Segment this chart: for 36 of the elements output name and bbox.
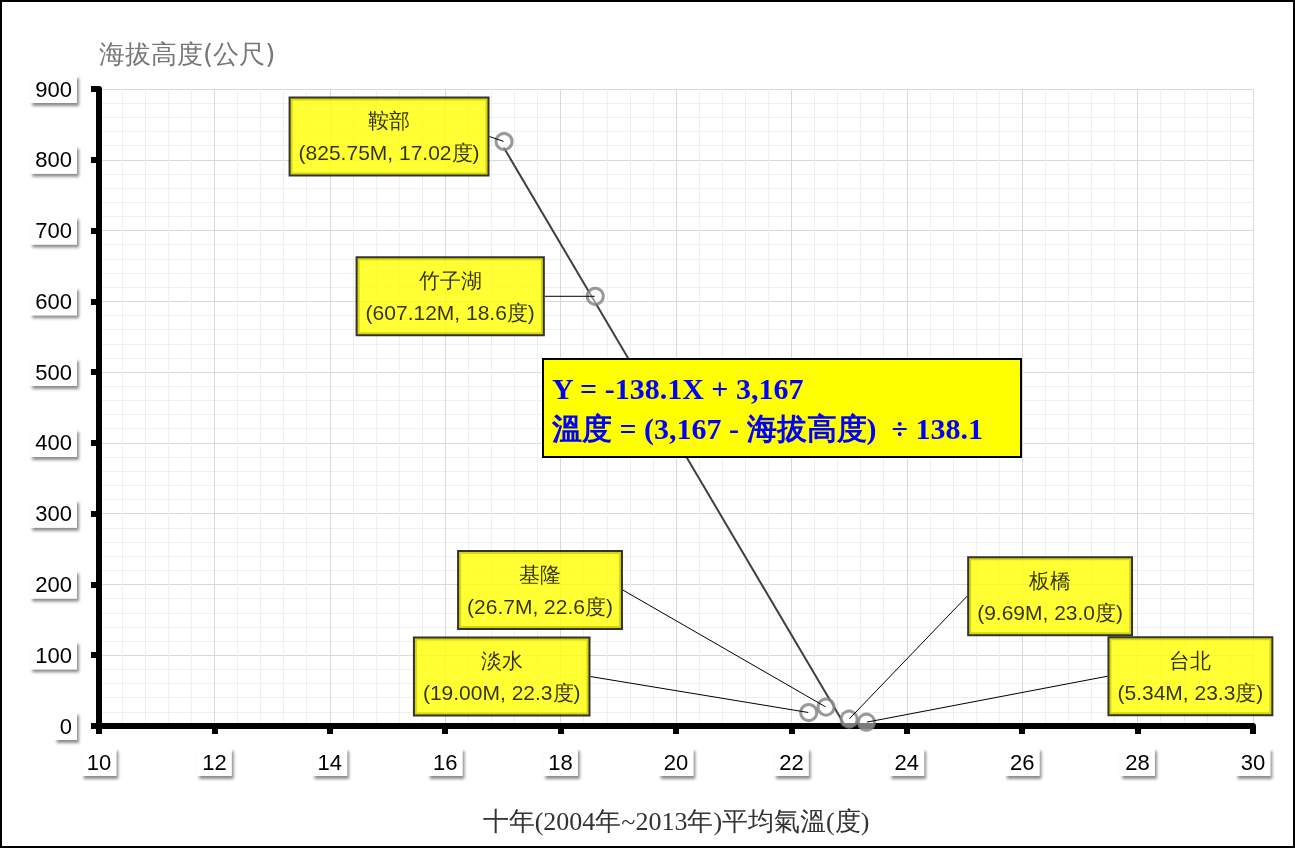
annotation: 板橋 (9.69M, 23.0度) (977, 568, 1124, 624)
x-tick-label: 26 (1009, 749, 1035, 775)
y-tick-label: 100 (35, 642, 72, 668)
x-tick-label: 22 (779, 749, 804, 775)
y-tick-label: 500 (35, 359, 72, 385)
y-tick-label: 900 (35, 76, 72, 102)
x-tick-label: 18 (548, 749, 573, 775)
y-tick-label: 400 (35, 430, 72, 456)
x-tick-label: 16 (432, 749, 458, 775)
point (839, 709, 859, 729)
annotation: Y = -138.1X + 3,167 溫度 = (3,167 - 海拔高度) ÷ 138.1 (551, 371, 984, 446)
x-tick-label: 10 (86, 749, 112, 775)
x-tick-label: 30 (1240, 749, 1266, 775)
x-tick-label: 24 (894, 749, 920, 775)
x-tick-label: 14 (317, 749, 343, 775)
annotation: 鞍部 (825.75M, 17.02度) (298, 109, 480, 165)
y-tick-label: 700 (35, 218, 72, 244)
annotation: 基隆 (26.7M, 22.6度) (467, 562, 613, 618)
point (856, 712, 876, 732)
y-tick-label: 200 (35, 571, 72, 597)
y-axis-title: 海拔高度(公尺) (99, 39, 276, 69)
annotation: 竹子湖 (607.12M, 18.6度) (365, 268, 535, 324)
y-tick-label: 0 (59, 713, 72, 739)
point (494, 132, 514, 152)
point (799, 703, 819, 723)
x-tick-label: 12 (202, 749, 227, 775)
y-tick-label: 300 (35, 501, 72, 527)
annotation: 台北 (5.34M, 23.3度) (1117, 648, 1264, 704)
annotation: 淡水 (19.00M, 22.3度) (422, 649, 581, 705)
x-axis-title: 十年(2004年~2013年)平均氣溫(度) (482, 806, 870, 836)
x-tick-label: 20 (663, 749, 689, 775)
point (816, 697, 836, 717)
point (585, 286, 605, 306)
x-tick-label: 28 (1125, 749, 1150, 775)
y-tick-label: 800 (35, 147, 72, 173)
y-tick-label: 600 (35, 288, 72, 314)
